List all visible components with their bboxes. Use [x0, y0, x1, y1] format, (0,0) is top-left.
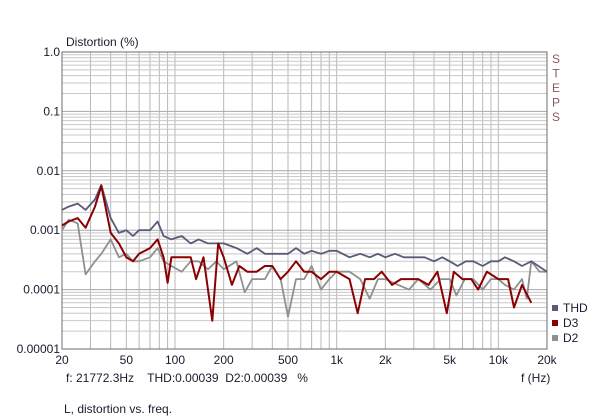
legend-swatch-thd	[552, 305, 558, 311]
brand-letter: E	[552, 81, 560, 95]
readout-thd: THD:0.00039	[147, 371, 219, 385]
x-tick-label: 100	[165, 353, 185, 367]
x-tick-label: 20k	[537, 353, 557, 367]
readout-unit: %	[297, 371, 308, 385]
y-tick-labels: 1.0 0.1 0.01 0.001 0.0001 0.00001	[17, 45, 61, 356]
y-tick-label: 0.001	[30, 223, 60, 237]
y-tick-label: 1.0	[43, 45, 60, 59]
series-lines	[61, 184, 548, 322]
x-tick-labels: 20 50 100 200 500 1k 2k 5k 10k 20k	[55, 353, 557, 367]
y-tick-label: 0.00001	[17, 342, 61, 356]
x-tick-label: 20	[55, 353, 69, 367]
brand-letter: T	[552, 67, 560, 81]
brand-letter: S	[552, 52, 560, 66]
legend-label-thd: THD	[563, 301, 588, 315]
x-tick-label: 200	[214, 353, 234, 367]
series-line-d3	[61, 184, 533, 322]
legend-swatch-d3	[552, 320, 558, 326]
x-tick-label: 50	[120, 353, 134, 367]
cursor-readout: f: 21772.3Hz THD:0.00039 D2:0.00039 %	[66, 371, 308, 385]
x-tick-label: 5k	[443, 353, 457, 367]
y-tick-label: 0.01	[37, 164, 61, 178]
legend-label-d2: D2	[563, 331, 579, 345]
grid-lines	[62, 52, 547, 349]
chart-caption: L, distortion vs. freq.	[64, 402, 173, 416]
y-axis-title: Distortion (%)	[66, 35, 139, 49]
readout-frequency: f: 21772.3Hz	[66, 371, 135, 385]
brand-letter: S	[552, 110, 560, 124]
brand-letter: P	[552, 96, 560, 110]
x-tick-label: 10k	[489, 353, 509, 367]
y-tick-label: 0.1	[43, 104, 60, 118]
y-tick-label: 0.0001	[23, 283, 60, 297]
series-line-d2	[61, 218, 547, 318]
legend-label-d3: D3	[563, 316, 579, 330]
legend-swatch-d2	[552, 335, 558, 341]
x-tick-label: 500	[278, 353, 298, 367]
series-line-thd	[61, 184, 548, 273]
x-axis-title: f (Hz)	[521, 371, 550, 385]
x-tick-label: 2k	[379, 353, 393, 367]
x-tick-label: 1k	[330, 353, 344, 367]
readout-d2: D2:0.00039	[225, 371, 288, 385]
plot-frame	[61, 51, 548, 350]
